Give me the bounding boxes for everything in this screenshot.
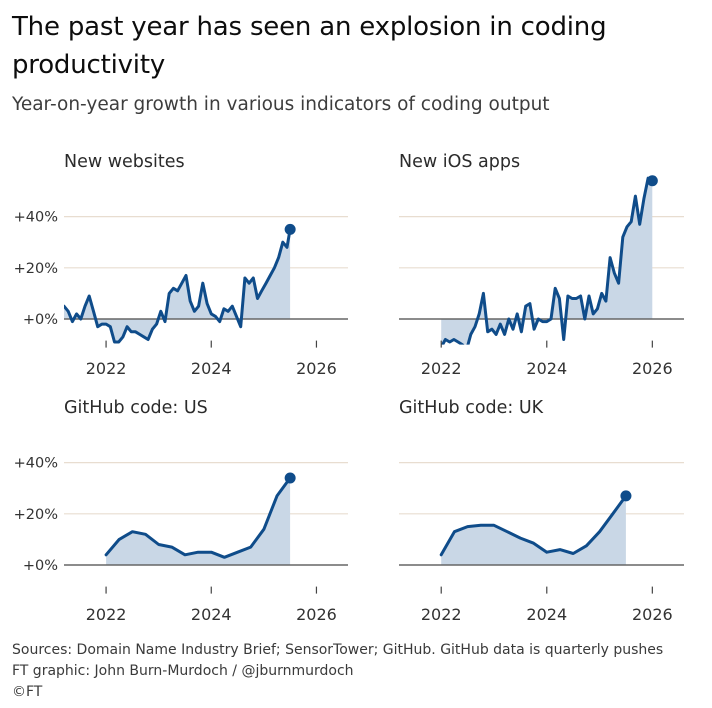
chart-title: The past year has seen an explosion in c… [12, 12, 607, 80]
panel-title: GitHub code: US [64, 398, 208, 418]
series-area [441, 495, 626, 565]
x-tick-label: 2022 [86, 359, 127, 378]
series-area [106, 478, 291, 565]
x-tick-label: 2022 [86, 605, 127, 624]
x-tick-label: 2024 [191, 605, 232, 624]
y-tick-label: +40% [14, 210, 58, 226]
x-tick-label: 2026 [632, 605, 673, 624]
series-end-marker [284, 223, 296, 235]
x-tick-label: 2024 [191, 359, 232, 378]
x-tick-label: 2026 [296, 359, 337, 378]
y-tick-label: +20% [14, 261, 58, 277]
x-tick-label: 2022 [421, 359, 462, 378]
footer: Sources: Domain Name Industry Brief; Sen… [12, 640, 712, 703]
y-tick-label: +40% [14, 456, 58, 472]
series-line [439, 494, 628, 557]
x-tick-label: 2022 [421, 605, 462, 624]
series-end-marker [620, 490, 632, 502]
x-tick-label: 2026 [632, 359, 673, 378]
panel-title: New websites [64, 152, 185, 172]
y-tick-label: +0% [23, 312, 58, 328]
series-line [440, 176, 654, 345]
graphic-credit: FT graphic: John Burn-Murdoch / @jburnmu… [12, 663, 354, 679]
series-area [64, 229, 291, 342]
y-tick-label: +0% [23, 558, 58, 574]
x-tick-label: 2024 [526, 359, 567, 378]
sources-note: Sources: Domain Name Industry Brief; Sen… [12, 642, 664, 658]
series-end-marker [646, 175, 658, 187]
series-line [64, 227, 292, 344]
x-tick-label: 2024 [526, 605, 567, 624]
series-line [104, 476, 292, 559]
panel-title: GitHub code: UK [399, 398, 544, 418]
x-tick-label: 2026 [296, 605, 337, 624]
y-tick-label: +20% [14, 507, 58, 523]
panel-title: New iOS apps [399, 152, 520, 172]
copyright: ©FT [12, 684, 43, 700]
chart-subtitle: Year-on-year growth in various indicator… [12, 94, 550, 115]
series-end-marker [284, 472, 296, 484]
